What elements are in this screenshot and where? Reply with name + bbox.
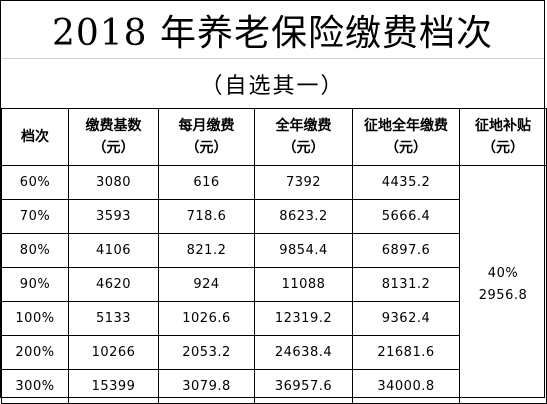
header-subsidy-label: 征地补贴 [475,118,531,134]
header-base-label: 缴费基数 [85,118,142,134]
cell-subsidy: 40% 2956.8 [459,165,547,404]
contribution-table: 档次 缴费基数 （元） 每月缴费 （元） 全年缴费 （元） 征地全年缴费 （元） [1,108,547,404]
cell-level: 80% [1,233,69,268]
table-row: 80% 4106 821.2 9854.4 6897.6 [1,233,547,268]
cell-monthly: 924 [158,267,255,302]
cell-annual: 12319.2 [254,301,353,336]
cell-land-annual: 5666.4 [352,199,460,234]
table-row: 200% 10266 2053.2 24638.4 21681.6 [1,335,547,370]
cell-monthly: 2053.2 [158,335,255,370]
cell-monthly: 616 [158,165,255,200]
page-subtitle: （自选其一） [1,59,544,109]
header-level: 档次 [1,108,69,166]
cell-annual: 11088 [254,267,353,302]
cell-level: 100% [1,301,69,336]
header-land-annual: 征地全年缴费 （元） [352,108,460,166]
header-land-annual-label: 征地全年缴费 [364,118,448,134]
cell-land-annual: 21681.6 [352,335,460,370]
table-header-row: 档次 缴费基数 （元） 每月缴费 （元） 全年缴费 （元） 征地全年缴费 （元） [1,108,547,166]
cell-base: 3593 [68,199,159,234]
table-row: 70% 3593 718.6 8623.2 5666.4 [1,199,547,234]
header-level-label: 档次 [21,129,49,145]
table-row: 60% 3080 616 7392 4435.2 40% 2956.8 [1,165,547,404]
cell-annual: 24638.4 [254,335,353,370]
cell-land-annual: 9362.4 [352,301,460,336]
cell-monthly: 821.2 [158,233,255,268]
header-subsidy: 征地补贴 （元） [459,108,547,166]
cell-level: 200% [1,335,69,370]
cell-base: 10266 [68,335,159,370]
cell-level: 70% [1,199,69,234]
cell-level: 60% [1,165,69,200]
cell-base: 5133 [68,301,159,336]
header-base-unit: （元） [92,140,135,156]
header-monthly-label: 每月缴费 [178,118,235,134]
cell-monthly: 3079.8 [158,369,255,404]
cell-monthly: 718.6 [158,199,255,234]
cell-monthly: 1026.6 [158,301,255,336]
header-annual-unit: （元） [282,140,325,156]
table-row: 90% 4620 924 11088 8131.2 [1,267,547,302]
cell-base: 4106 [68,233,159,268]
cell-base: 4620 [68,267,159,302]
header-subsidy-unit: （元） [482,140,524,156]
cell-base: 15399 [68,369,159,404]
cell-base: 3080 [68,165,159,200]
cell-annual: 36957.6 [254,369,353,404]
subsidy-amount: 2956.8 [478,287,528,303]
page-title: 2018 年养老保险缴费档次 [1,1,544,59]
cell-land-annual: 8131.2 [352,267,460,302]
cell-land-annual: 34000.8 [352,369,460,404]
cell-land-annual: 6897.6 [352,233,460,268]
cell-land-annual: 4435.2 [352,165,460,200]
header-land-annual-unit: （元） [385,140,427,156]
header-annual-label: 全年缴费 [275,118,332,134]
cell-level: 300% [1,369,69,404]
header-monthly-unit: （元） [185,140,228,156]
subsidy-percent: 40% [487,265,519,281]
cell-level: 90% [1,267,69,302]
cell-annual: 7392 [254,165,353,200]
table-row: 100% 5133 1026.6 12319.2 9362.4 [1,301,547,336]
table-row: 300% 15399 3079.8 36957.6 34000.8 [1,369,547,404]
header-monthly: 每月缴费 （元） [158,108,255,166]
cell-annual: 9854.4 [254,233,353,268]
header-annual: 全年缴费 （元） [254,108,353,166]
cell-annual: 8623.2 [254,199,353,234]
header-base: 缴费基数 （元） [68,108,159,166]
